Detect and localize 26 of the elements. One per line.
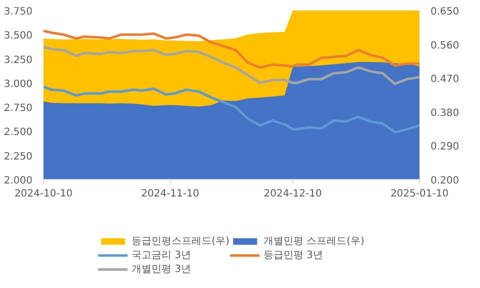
line-series xyxy=(44,46,420,86)
x-tick-label: 2024-11-10 xyxy=(141,188,200,200)
y2-tick-label: 0.380 xyxy=(430,108,460,119)
y-tick-label: 2.250 xyxy=(4,151,33,162)
y2-tick-label: 0.470 xyxy=(430,74,460,86)
y-tick-label: 3.250 xyxy=(4,54,33,66)
legend-label: 등급민평스프레드(우) xyxy=(132,235,230,248)
legend-label: 개별민평 스프레드(우) xyxy=(263,235,364,248)
y-tick-label: 2.750 xyxy=(4,103,33,114)
legend-label: 개별민평 3년 xyxy=(132,263,192,276)
y-tick-label: 3.000 xyxy=(4,78,33,90)
legend-label: 등급민평 3년 xyxy=(263,249,323,262)
y2-tick-label: 0.560 xyxy=(430,40,460,52)
x-tick-label: 2024-10-10 xyxy=(14,188,73,200)
x-tick-label: 2025-01-10 xyxy=(390,188,449,200)
legend-label: 국고금리 3년 xyxy=(132,249,192,262)
line-series xyxy=(44,30,420,69)
y2-tick-label: 0.290 xyxy=(430,142,460,153)
y-tick-label: 2.500 xyxy=(4,127,33,138)
y-tick-label: 3.500 xyxy=(4,30,33,42)
y-tick-label: 2.000 xyxy=(4,176,33,186)
x-tick-label: 2024-12-10 xyxy=(264,188,322,200)
y-tick-label: 3.750 xyxy=(4,6,33,18)
line-series xyxy=(44,86,420,134)
y2-tick-label: 0.200 xyxy=(430,176,460,186)
y2-tick-label: 0.650 xyxy=(430,6,460,18)
